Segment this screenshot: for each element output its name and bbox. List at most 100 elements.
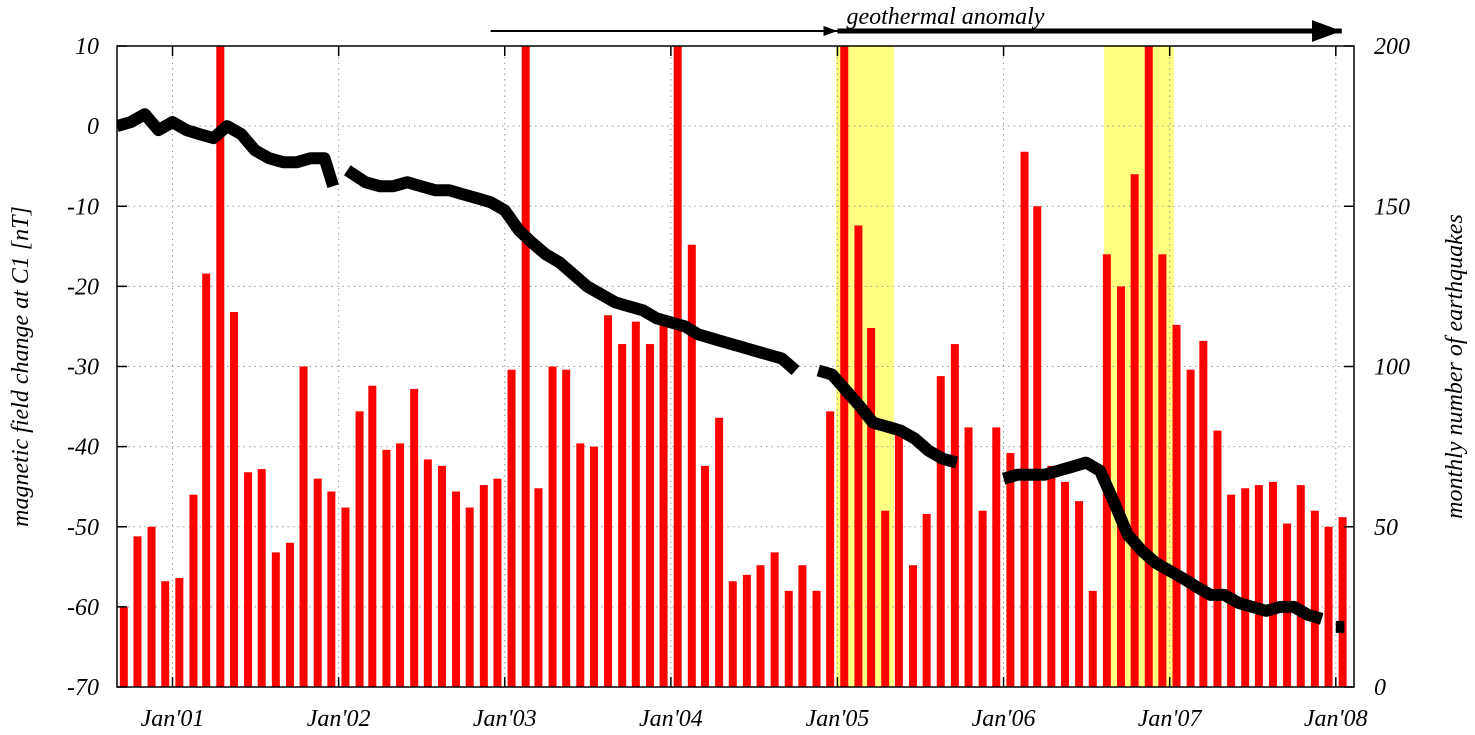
- x-tick-label: Jan'03: [473, 706, 537, 732]
- earthquake-bar-2000-12: [161, 581, 170, 687]
- earthquake-bar-2003-04: [548, 366, 557, 687]
- x-tick-label: Jan'06: [972, 706, 1036, 732]
- earthquake-bar-2004-02: [687, 244, 696, 687]
- earthquake-bar-2005-02: [854, 225, 863, 687]
- magnetic-field-line: [117, 108, 1345, 633]
- earthquake-bar-2006-11: [1144, 46, 1153, 687]
- earthquake-bar-2004-12: [826, 411, 835, 687]
- earthquake-bar-2006-10: [1130, 174, 1139, 687]
- x-tick-label: Jan'07: [1138, 706, 1203, 732]
- earthquake-bar-2006-08: [1102, 254, 1111, 687]
- earthquake-bar-2008-01: [1338, 517, 1347, 687]
- left-tick-label: -30: [67, 355, 99, 381]
- earthquake-bar-2007-05: [1227, 494, 1236, 687]
- left-tick-label: -70: [67, 675, 99, 701]
- earthquake-bar-2004-09: [784, 590, 793, 687]
- earthquake-bar-2006-07: [1088, 590, 1097, 687]
- earthquake-bar-2005-12: [992, 427, 1001, 687]
- earthquake-bar-2003-06: [576, 443, 585, 687]
- earthquake-bar-2006-01: [1006, 453, 1015, 687]
- earthquake-bar-2001-10: [299, 366, 308, 687]
- x-tick-label: Jan'08: [1304, 706, 1368, 732]
- magnetic-field-segment-3: [816, 364, 959, 469]
- earthquake-bar-2005-10: [964, 427, 973, 687]
- earthquake-bar-2007-03: [1199, 340, 1208, 687]
- earthquake-bar-2004-03: [701, 465, 710, 687]
- earthquake-bar-2007-04: [1213, 430, 1222, 687]
- right-axis-title: monthly number of earthquakes: [1442, 214, 1468, 519]
- earthquake-bar-2003-01: [507, 369, 516, 687]
- earthquake-bar-2001-05: [229, 312, 238, 687]
- left-tick-label: 10: [75, 34, 99, 60]
- left-tick-label: -10: [67, 194, 99, 220]
- earthquake-bar-2001-03: [202, 273, 211, 687]
- magnetic-field-segment-2: [343, 165, 800, 376]
- earthquake-bar-2007-06: [1241, 488, 1250, 687]
- left-tick-label: 0: [87, 114, 99, 140]
- earthquake-bar-2005-03: [867, 328, 876, 687]
- axes: 100-10-20-30-40-50-60-70200150100500Jan'…: [67, 34, 1410, 732]
- x-tick-label: Jan'02: [307, 706, 371, 732]
- earthquake-bar-2002-05: [396, 443, 405, 687]
- earthquake-bar-2002-01: [341, 507, 350, 687]
- left-tick-label: -20: [67, 274, 99, 300]
- grid-lines: [117, 46, 1354, 687]
- earthquake-bar-2007-01: [1172, 324, 1181, 687]
- earthquake-bar-2002-03: [368, 385, 377, 687]
- earthquake-bar-2001-06: [244, 472, 253, 687]
- earthquake-bar-2005-05: [894, 430, 903, 687]
- earthquake-bar-2004-07: [756, 565, 765, 687]
- earthquake-bar-2004-05: [728, 581, 737, 687]
- earthquake-bar-2007-12: [1324, 526, 1333, 687]
- earthquake-bar-2002-08: [437, 465, 446, 687]
- earthquake-bar-2004-08: [770, 552, 779, 687]
- earthquake-bar-2003-07: [589, 446, 598, 687]
- earthquake-bar-2000-09: [119, 606, 128, 687]
- earthquake-bar-2006-06: [1075, 501, 1084, 687]
- earthquake-bar-2006-03: [1033, 206, 1042, 687]
- earthquake-bar-2006-05: [1061, 481, 1070, 687]
- earthquake-bar-2006-02: [1020, 151, 1029, 687]
- earthquake-bar-2005-06: [908, 565, 917, 687]
- magnetic-field-segment-1: [117, 108, 339, 188]
- earthquake-bar-2005-11: [978, 510, 987, 687]
- earthquake-bar-2001-08: [271, 552, 280, 687]
- earthquake-bar-2007-02: [1186, 369, 1195, 687]
- earthquake-bar-2004-04: [715, 417, 724, 687]
- annotation-text: geothermal anomaly: [846, 4, 1044, 30]
- left-tick-label: -50: [67, 515, 99, 541]
- right-tick-label: 50: [1374, 515, 1398, 541]
- earthquake-bar-2003-03: [534, 488, 543, 687]
- x-tick-label: Jan'05: [806, 706, 870, 732]
- earthquake-bar-2003-11: [645, 344, 654, 687]
- earthquake-bar-2002-11: [479, 485, 488, 687]
- earthquake-bar-2001-04: [216, 46, 225, 687]
- geothermal-annotation: geothermal anomaly: [490, 4, 1342, 42]
- x-tick-label: Jan'01: [141, 706, 205, 732]
- earthquake-bar-2006-12: [1158, 254, 1167, 687]
- magnetic-field-segment-4: [1001, 456, 1324, 625]
- earthquake-bar-2002-10: [465, 507, 474, 687]
- earthquake-bar-2007-11: [1310, 510, 1319, 687]
- right-tick-label: 100: [1374, 355, 1410, 381]
- earthquake-bar-2001-12: [327, 491, 336, 687]
- earthquake-bar-2006-04: [1047, 465, 1056, 687]
- left-tick-label: -60: [67, 595, 99, 621]
- earthquake-bar-2001-01: [175, 578, 184, 687]
- earthquake-bar-2001-02: [189, 494, 198, 687]
- right-tick-label: 150: [1374, 194, 1410, 220]
- earthquake-bar-2007-07: [1254, 485, 1263, 687]
- left-tick-label: -40: [67, 435, 99, 461]
- x-tick-label: Jan'04: [639, 706, 703, 732]
- earthquake-bar-2002-07: [423, 459, 432, 687]
- earthquake-bar-2002-02: [355, 411, 364, 687]
- earthquake-bar-2005-09: [950, 344, 959, 687]
- earthquake-bar-2003-10: [631, 321, 640, 687]
- earthquake-bar-2001-07: [257, 469, 266, 687]
- earthquake-bar-2007-10: [1296, 485, 1305, 687]
- earthquake-bar-2005-04: [881, 510, 890, 687]
- earthquake-bar-2004-10: [798, 565, 807, 687]
- earthquake-bar-2003-05: [562, 369, 571, 687]
- earthquake-bar-2002-12: [493, 478, 502, 687]
